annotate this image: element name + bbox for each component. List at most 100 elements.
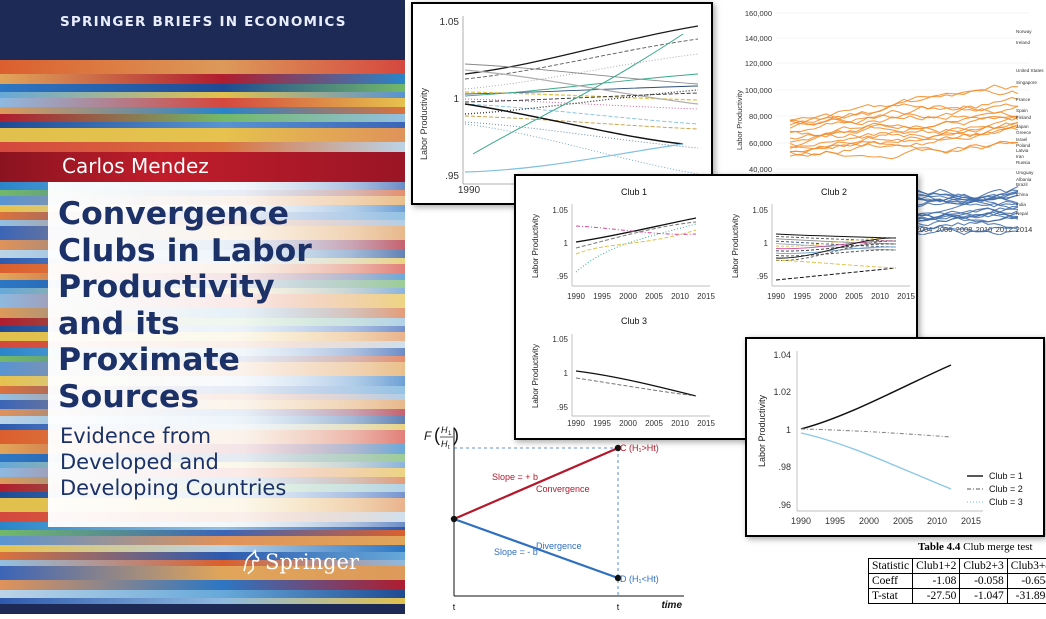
club2-trajectory: [776, 260, 896, 268]
country-line: [790, 142, 1018, 159]
x-label-start: t: [453, 602, 456, 612]
y-axis-label: Labor Productivity: [731, 214, 740, 278]
x-tick-label: 1990: [791, 516, 811, 526]
country-label: Nepal: [1016, 211, 1028, 216]
country-label: Brazil: [1016, 182, 1028, 187]
trajectory-line: [465, 99, 698, 109]
country-line: [790, 127, 1018, 155]
country-label: Uruguay: [1016, 170, 1034, 175]
y-tick-label: 1.05: [752, 206, 768, 215]
x-tick-label: 2000: [819, 292, 837, 301]
x-tick-label: 2014: [1016, 225, 1033, 234]
x-tick-label: 2010: [927, 516, 947, 526]
y-tick-label: 1: [786, 425, 791, 435]
subtitle-line: Developing Countries: [60, 475, 400, 501]
table-cell: -31.898: [1007, 589, 1046, 604]
table-header-cell: Statistic: [869, 559, 913, 574]
y-axis-label: Labor Productivity: [531, 344, 540, 408]
table-row: T-stat -27.50 -1.047 -31.898: [869, 589, 1046, 604]
country-label: Greece: [1016, 130, 1032, 135]
y-axis-label: Labor Productivity: [419, 87, 429, 160]
y-tick-label: .95: [757, 272, 769, 281]
x-tick-label: 1990: [458, 185, 481, 196]
panel-title: Club 1: [621, 187, 647, 197]
title-line: Convergence: [58, 196, 398, 233]
cover-stripe: [0, 84, 405, 92]
slope-up-label: Slope = + b: [492, 472, 538, 482]
table-cell: Coeff: [869, 574, 913, 589]
y-tick-label: 1.05: [440, 17, 460, 28]
panel-title: Club 3: [621, 316, 647, 326]
trajectory-line: [465, 124, 698, 174]
x-tick-label: 2005: [645, 292, 663, 301]
country-label: Spain: [1016, 108, 1028, 113]
cover-stripe: [0, 98, 405, 107]
trajectory-line: [465, 144, 683, 172]
x-tick-label: 2010: [671, 292, 689, 301]
y-tick-label: .95: [557, 272, 569, 281]
convergence-diagram: F ( H 1 H t ) C (H₁>Ht) D (H₁<Ht) Slope …: [414, 418, 694, 614]
y-tick-label: 1.05: [552, 335, 568, 344]
cover-stripe: [0, 128, 405, 142]
country-label: Norway: [1016, 29, 1032, 34]
cover-stripe: [0, 536, 405, 545]
trajectory-line: [465, 39, 698, 79]
country-label: Ireland: [1016, 40, 1030, 45]
fraction-numerator: H: [441, 425, 448, 435]
table-row: Coeff -1.08 -0.058 -0.654: [869, 574, 1046, 589]
book-cover: SPRINGER BRIEFS IN ECONOMICS Carlos Mend…: [0, 0, 405, 614]
convergence-diagram-svg: F ( H 1 H t ) C (H₁>Ht) D (H₁<Ht) Slope …: [414, 418, 694, 614]
trajectory-line: [465, 93, 698, 102]
country-label: France: [1016, 97, 1031, 102]
table-header-cell: Club1+2: [913, 559, 960, 574]
y-axis-label: Labor Productivity: [735, 90, 744, 150]
panel-title: Club 2: [821, 187, 847, 197]
x-tick-label: 1990: [567, 292, 585, 301]
book-subtitle: Evidence from Developed and Developing C…: [60, 423, 400, 501]
trajectory-line: [465, 104, 698, 124]
country-label: Japan: [1016, 124, 1029, 129]
country-line: [790, 114, 1018, 125]
y-tick-label: 160,000: [745, 9, 772, 18]
y-tick-label: 1: [564, 369, 569, 378]
country-label: Latvia: [1016, 148, 1029, 153]
title-line: Clubs in Labor: [58, 233, 398, 270]
cover-stripe: [0, 60, 405, 74]
subtitle-line: Evidence from: [60, 423, 400, 449]
x-tick-label: 1995: [825, 516, 845, 526]
trajectory-line: [465, 86, 698, 94]
title-line: Productivity: [58, 269, 398, 306]
country-label: Finland: [1016, 115, 1032, 120]
country-label: India: [1016, 202, 1026, 207]
title-line: and its: [58, 306, 398, 343]
fraction-numerator-sub: 1: [448, 431, 452, 437]
table-cell: -0.058: [960, 574, 1007, 589]
cover-stripe: [0, 74, 405, 84]
club1-average-line: [801, 365, 951, 429]
y-tick-label: 1: [764, 239, 769, 248]
publisher-name: Springer: [265, 550, 359, 574]
trajectory-line: [465, 104, 683, 144]
country-label: United States: [1016, 68, 1044, 73]
paren-left: (: [434, 425, 440, 445]
springer-horse-logo-icon: [240, 549, 262, 575]
time-label: time: [661, 600, 682, 611]
club3-trajectory: [576, 378, 696, 396]
table-cell: -1.047: [960, 589, 1007, 604]
club1-trajectory: [576, 218, 696, 242]
title-line: Sources: [58, 379, 398, 416]
country-label: Singapore: [1016, 80, 1037, 85]
x-tick-label: 2015: [961, 516, 981, 526]
y-tick-label: 1.02: [773, 387, 791, 397]
x-tick-label: 2000: [619, 292, 637, 301]
country-label: Israel: [1016, 137, 1027, 142]
x-tick-label: 2010: [871, 292, 889, 301]
trajectory-line: [465, 26, 698, 74]
y-tick-label: 60,000: [749, 139, 772, 148]
divergence-label: Divergence: [536, 541, 582, 551]
author-name: Carlos Mendez: [62, 154, 209, 178]
cover-stripe: [0, 107, 405, 114]
slope-down-label: Slope = - b: [494, 547, 538, 557]
x-tick-label: 1995: [793, 292, 811, 301]
x-tick-label: 2005: [893, 516, 913, 526]
